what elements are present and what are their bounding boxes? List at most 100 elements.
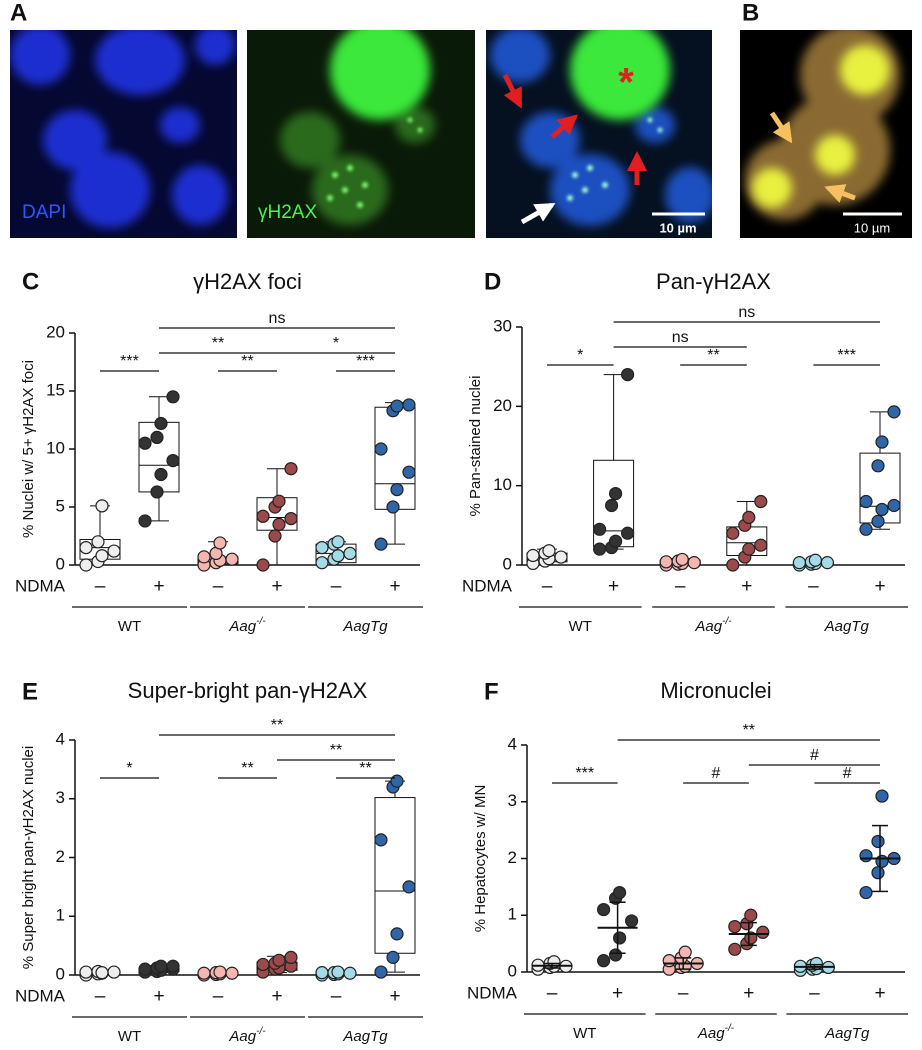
treatment-label: NDMA — [467, 983, 518, 1002]
data-point — [343, 546, 357, 561]
group-label: AagTg — [342, 618, 388, 635]
x-tick-label: + — [153, 986, 164, 1007]
x-tick-label: + — [741, 576, 752, 597]
data-point — [374, 833, 388, 847]
group-name: AagTg — [342, 1028, 388, 1045]
h2ax-image — [247, 30, 475, 238]
y-tick-label: 0 — [56, 554, 65, 573]
data-point — [390, 927, 404, 941]
panel-label: B — [742, 0, 759, 26]
data-point — [612, 931, 627, 945]
y-tick-label: 20 — [46, 322, 65, 341]
y-tick-label: 2 — [56, 847, 65, 866]
data-point — [154, 416, 168, 431]
data-point — [887, 405, 901, 419]
y-tick-label: 2 — [508, 848, 517, 867]
x-tick-label: + — [389, 576, 400, 597]
data-point — [79, 558, 93, 572]
data-point — [374, 965, 388, 979]
data-point — [620, 526, 635, 540]
data-point — [612, 885, 627, 900]
data-point — [871, 514, 885, 528]
box — [374, 797, 416, 954]
merge-image — [486, 30, 712, 238]
data-point — [197, 550, 211, 564]
group-label: Aag-/- — [228, 1026, 266, 1045]
data-point — [754, 538, 768, 552]
x-tick-label: – — [331, 576, 342, 597]
group-label: Aag-/- — [228, 616, 266, 635]
group-name: AagTg — [824, 1025, 870, 1042]
data-point — [166, 454, 180, 468]
data-point — [887, 498, 901, 513]
data-point — [213, 965, 227, 979]
data-point — [315, 540, 329, 555]
data-point — [390, 483, 404, 497]
data-point — [756, 925, 770, 939]
data-point — [166, 959, 180, 973]
data-point — [107, 544, 121, 558]
data-point — [875, 502, 889, 517]
x-tick-label: + — [153, 576, 164, 597]
y-tick-label: 0 — [503, 554, 512, 573]
significance-label: * — [333, 335, 339, 352]
data-point — [315, 966, 329, 980]
group-name: WT — [118, 1028, 141, 1045]
treatment-label: NDMA — [15, 576, 66, 595]
data-point — [859, 885, 873, 900]
significance-label: ** — [271, 717, 283, 734]
y-axis-label: % Nuclei w/ 5+ γH2AX foci — [20, 360, 37, 538]
x-tick-label: – — [213, 576, 224, 597]
data-point — [871, 866, 885, 880]
group-label: Aag-/- — [694, 616, 732, 635]
y-tick-label: 15 — [46, 380, 65, 399]
data-point — [95, 966, 109, 980]
significance-label: *** — [356, 353, 375, 370]
micronuclei-image — [740, 30, 912, 238]
data-point — [95, 499, 109, 513]
data-point — [859, 494, 873, 509]
data-point — [256, 509, 270, 523]
data-point — [402, 398, 416, 412]
treatment-label: NDMA — [15, 986, 66, 1005]
data-point — [166, 390, 180, 404]
y-tick-label: 4 — [508, 734, 517, 753]
y-tick-label: 4 — [56, 729, 65, 748]
chart-title: Micronuclei — [660, 678, 771, 703]
data-point — [272, 494, 286, 508]
data-point — [728, 942, 742, 956]
data-point — [225, 552, 239, 566]
data-point — [256, 957, 270, 972]
data-point — [754, 494, 768, 509]
data-point — [687, 556, 701, 570]
data-point — [138, 962, 152, 976]
significance-label: * — [126, 760, 132, 777]
significance-label: ** — [241, 353, 253, 370]
x-tick-label: – — [809, 983, 820, 1004]
data-point — [596, 902, 611, 917]
significance-label: ** — [330, 742, 342, 759]
data-point — [871, 459, 885, 473]
group-label: Aag-/- — [697, 1023, 735, 1042]
data-point — [620, 368, 635, 382]
group-name: Aag — [228, 1028, 256, 1045]
data-point — [374, 537, 388, 551]
significance-label: ns — [672, 329, 689, 346]
data-point — [675, 552, 689, 567]
data-point — [859, 522, 873, 536]
data-point — [284, 462, 298, 476]
data-point — [662, 954, 676, 968]
data-point — [374, 442, 388, 456]
group-label: AagTg — [824, 618, 870, 635]
group-name: WT — [569, 618, 592, 635]
y-axis-label: % Hepatocytes w/ MN — [472, 785, 489, 933]
data-point — [526, 548, 540, 563]
significance-label: ns — [738, 304, 755, 321]
x-tick-label: + — [612, 983, 623, 1004]
data-point — [331, 535, 345, 549]
data-point — [596, 954, 611, 968]
y-tick-label: 3 — [508, 791, 517, 810]
group-label: WT — [118, 618, 141, 635]
data-point — [343, 966, 357, 980]
